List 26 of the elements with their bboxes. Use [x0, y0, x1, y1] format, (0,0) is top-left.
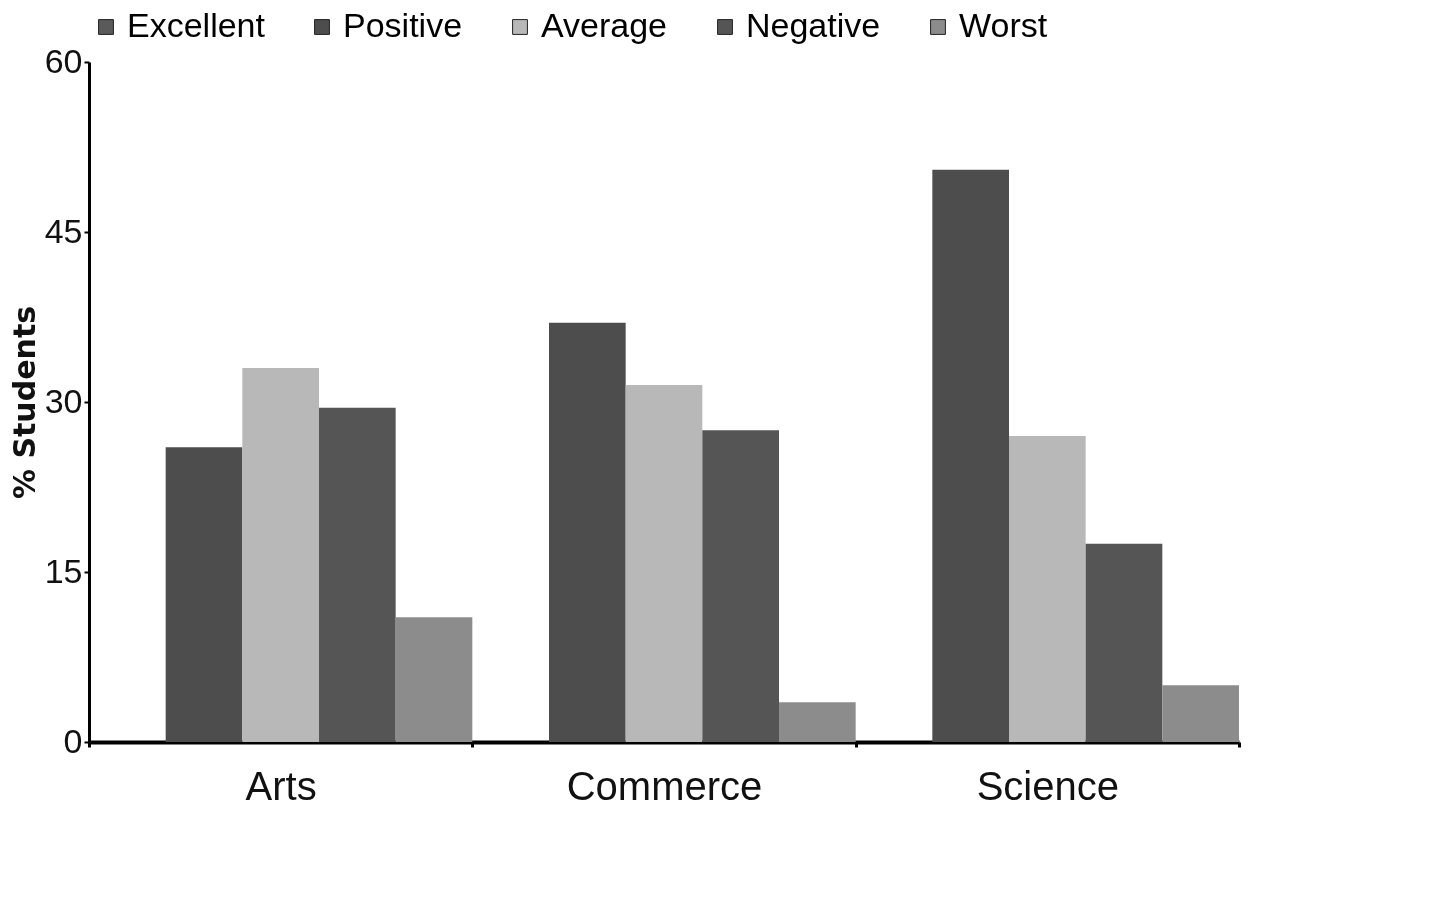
- bar: [319, 407, 396, 742]
- bar: [165, 447, 243, 742]
- bar: [625, 385, 703, 742]
- bar: [932, 169, 1009, 742]
- bar: [242, 368, 319, 742]
- x-tick-label: Science: [976, 763, 1119, 808]
- legend-label: Negative: [746, 6, 881, 44]
- legend-label: Average: [541, 6, 668, 44]
- x-tick-label: Commerce: [566, 763, 763, 808]
- legend-label: Positive: [343, 6, 463, 44]
- y-tick-label: 45: [44, 211, 83, 250]
- bar: [395, 617, 473, 742]
- y-tick-label: 60: [44, 41, 83, 80]
- y-tick-label: 30: [44, 381, 83, 420]
- y-tick-label: 0: [63, 721, 83, 760]
- y-tick-label: 15: [44, 551, 83, 590]
- x-tick-label: Arts: [245, 763, 317, 808]
- bar: [779, 702, 856, 742]
- y-axis-title: % Students: [6, 305, 42, 500]
- bar: [702, 430, 779, 742]
- legend-label: Excellent: [127, 6, 266, 44]
- legend-label: Worst: [959, 6, 1048, 44]
- bar: [1009, 436, 1086, 742]
- bar: [1085, 543, 1163, 742]
- bar: [1162, 685, 1239, 742]
- bar: [549, 322, 626, 742]
